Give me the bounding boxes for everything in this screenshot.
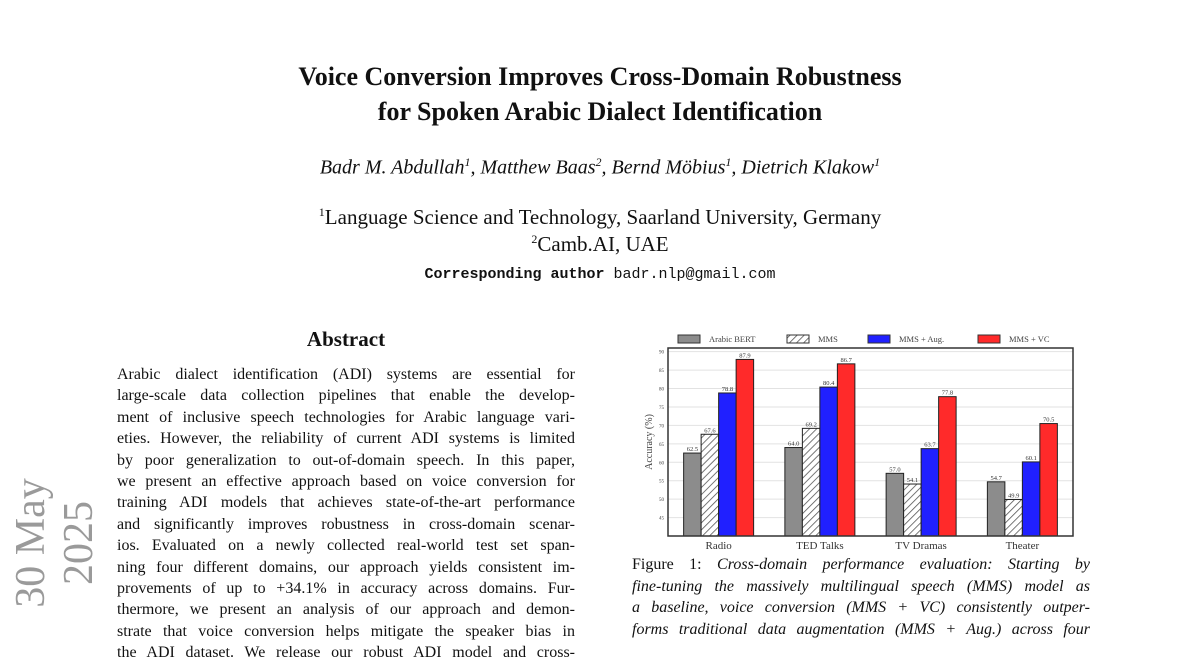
bar-mms-vc: [836, 363, 856, 537]
abstract-line: we present an effective approach based o…: [117, 473, 575, 490]
abstract-line: strate that voice conversion helps mitig…: [117, 622, 575, 640]
author: Matthew Baas: [480, 156, 596, 179]
affiliation-2: 2Camb.AI, UAE: [0, 232, 1200, 257]
author-list: Badr M. Abdullah1, Matthew Baas2, Bernd …: [319, 155, 881, 179]
abstract-line: ios. Evaluated on a newly collected real…: [117, 537, 575, 555]
y-tick-label: 60: [659, 461, 665, 466]
legend-label: MMS: [818, 334, 838, 344]
abstract-heading: Abstract: [306, 327, 386, 351]
data-label: 70.5: [1043, 417, 1054, 424]
bar-mms-aug-: [819, 386, 838, 537]
author-affiliation-mark: 1: [464, 155, 471, 169]
legend-swatch: [677, 334, 701, 344]
data-label: 63.7: [924, 442, 936, 449]
y-tick-label: 55: [659, 480, 665, 485]
data-label: 64.0: [788, 441, 799, 448]
abstract-line: the ADI dataset. We release our robust A…: [117, 644, 575, 662]
bar-mms-vc: [1039, 423, 1058, 537]
figure-label: Figure 1:: [632, 556, 718, 573]
data-label: 60.1: [1025, 455, 1036, 462]
author: Dietrich Klakow: [741, 156, 875, 179]
author: Bernd Möbius: [611, 156, 726, 179]
data-label: 86.7: [840, 357, 852, 364]
arxiv-date-stamp: 30 May 2025: [8, 478, 102, 608]
y-tick-label: 80: [659, 388, 665, 393]
x-tick-label: TED Talks: [796, 540, 844, 552]
affiliation-number: 2: [531, 232, 538, 246]
abstract-line: thermore, we present an analysis of our …: [117, 601, 575, 619]
paper-title-line-2: for Spoken Arabic Dialect Identification: [377, 97, 823, 126]
abstract-line: by poor generalization to out-of-domain …: [117, 451, 575, 469]
y-tick-label: 65: [659, 443, 665, 448]
affiliation-1: 1Language Science and Technology, Saarla…: [0, 205, 1200, 230]
legend-label: Arabic BERT: [709, 334, 756, 344]
bar-arabic-bert: [885, 472, 905, 537]
legend-label: MMS + VC: [1009, 334, 1050, 344]
bar-mms-aug-: [920, 448, 940, 537]
legend-swatch: [786, 334, 810, 344]
legend-swatch: [867, 334, 891, 344]
plot-frame: [667, 347, 1074, 537]
data-label: 80.4: [823, 380, 835, 387]
data-label: 77.8: [942, 390, 953, 397]
abstract-line: large-scale data collection pipelines th…: [117, 387, 575, 405]
data-label: 57.0: [889, 466, 900, 473]
bar-mms-vc: [938, 396, 957, 537]
abstract-line: provements of up to +34.1% in accuracy a…: [117, 580, 575, 597]
x-tick-label: Radio: [705, 540, 732, 552]
abstract-line: eties. However, the reliability of curre…: [117, 430, 575, 448]
abstract-line: Arabic dialect identification (ADI) syst…: [117, 366, 575, 383]
bar-mms: [903, 483, 922, 537]
caption-line: Figure 1: Cross-domain performance evalu…: [632, 556, 1091, 573]
bar-arabic-bert: [784, 447, 803, 537]
author: Badr M. Abdullah: [319, 156, 465, 179]
y-tick-label: 85: [659, 369, 665, 374]
bar-mms: [700, 433, 720, 537]
bar-mms-aug-: [1021, 461, 1041, 537]
bar-mms: [1004, 499, 1023, 537]
y-tick-label: 45: [659, 517, 665, 522]
abstract-line: training ADI models that achieves state-…: [117, 494, 575, 512]
affiliation-number: 1: [318, 205, 325, 219]
legend-label: MMS + Aug.: [899, 334, 944, 344]
bar-mms: [801, 427, 821, 537]
data-label: 62.5: [687, 446, 698, 453]
abstract-line: ning four different domains, our approac…: [117, 558, 575, 576]
affiliation-text: Language Science and Technology, Saarlan…: [324, 205, 882, 229]
abstract-line: ment of inclusive speech technologies fo…: [117, 408, 575, 426]
data-label: 78.8: [722, 386, 733, 393]
y-axis-label: Accuracy (%): [644, 414, 655, 470]
y-tick-label: 70: [659, 424, 665, 429]
data-label: 69.2: [805, 421, 816, 428]
x-tick-label: Theater: [1006, 540, 1040, 552]
author-affiliation-mark: 1: [725, 155, 732, 169]
corresponding-email[interactable]: badr.nlp@gmail.com: [613, 266, 776, 283]
legend-swatch: [977, 334, 1001, 344]
bar-arabic-bert: [683, 452, 702, 537]
bar-mms-vc: [735, 358, 755, 537]
author-affiliation-mark: 1: [874, 155, 881, 169]
y-tick-label: 50: [659, 498, 665, 503]
paper-title-line-1: Voice Conversion Improves Cross-Domain R…: [298, 62, 902, 91]
corresponding-label: Corresponding author: [424, 266, 605, 283]
data-label: 67.6: [704, 427, 716, 434]
data-label: 54.7: [990, 475, 1002, 482]
y-tick-label: 75: [659, 406, 665, 411]
x-tick-label: TV Dramas: [895, 540, 946, 552]
caption-line: forms traditional data augmentation (MMS…: [632, 620, 1090, 638]
bar-arabic-bert: [986, 481, 1006, 537]
corresponding-author: Corresponding author badr.nlp@gmail.com: [0, 266, 1200, 283]
author-affiliation-mark: 2: [595, 155, 602, 169]
data-label: 49.9: [1008, 493, 1019, 500]
caption-line: fine-tuning the massively multilingual s…: [632, 577, 1090, 595]
data-label: 54.1: [907, 477, 918, 484]
bar-mms-aug-: [718, 392, 737, 537]
data-label: 87.9: [739, 352, 750, 359]
y-tick-label: 90: [659, 351, 665, 356]
abstract-line: and significantly improves robustness in…: [117, 515, 575, 533]
affiliation-text: Camb.AI, UAE: [537, 232, 669, 256]
bar-chart: 45 50 55 60 65 70 75 80 85 90 Accuracy (%) 62.5 67.6…: [644, 334, 1074, 552]
caption-line: a baseline, voice conversion (MMS + VC) …: [632, 599, 1090, 617]
